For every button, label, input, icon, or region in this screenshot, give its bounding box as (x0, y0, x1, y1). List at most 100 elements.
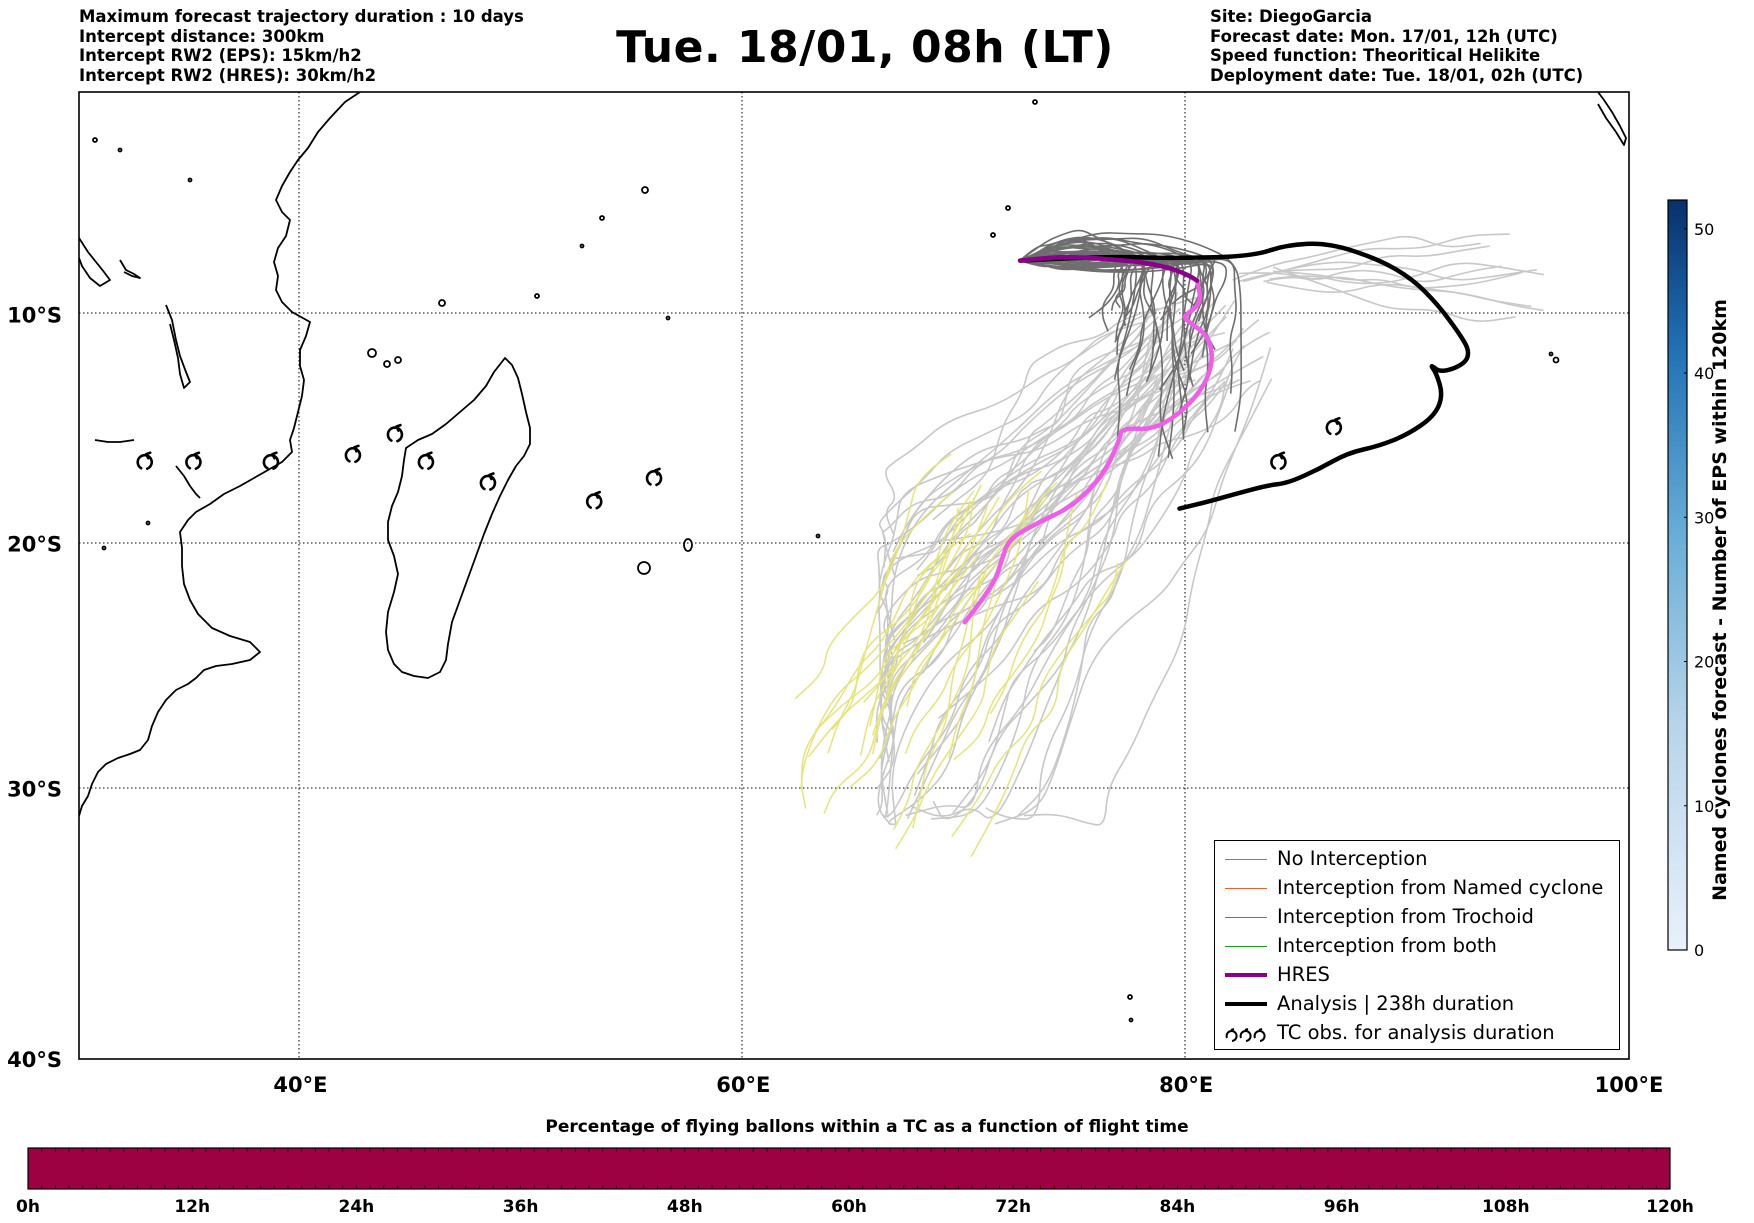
page-title: Tue. 18/01, 08h (LT) (616, 22, 1114, 73)
colorbar-tick-label: 40 (1694, 364, 1714, 383)
legend-label: Analysis | 238h duration (1277, 992, 1515, 1015)
map-grid (79, 92, 1629, 1059)
cyclone-symbol-icon (1270, 451, 1287, 471)
cyclone-symbol-icon (136, 451, 154, 471)
header-right-info: Site: DiegoGarcia Forecast date: Mon. 17… (1210, 7, 1583, 85)
eps-trajectory-light (880, 307, 1160, 815)
time-tick-label: 120h (1646, 1197, 1694, 1217)
cyclone-symbol-icon (344, 444, 362, 464)
colorbar-tick-label: 20 (1694, 653, 1714, 672)
eps-trajectory-late (807, 500, 972, 758)
time-tick-label: 12h (174, 1197, 210, 1217)
eps-trajectory-late (906, 481, 1058, 707)
cyclone-symbol-icon (585, 490, 603, 510)
eps-trajectory-late (801, 552, 950, 809)
eps-trajectory-light (1237, 245, 1490, 283)
lon-tick-label: 40°E (273, 1073, 327, 1097)
legend-item-named-cyclone: Interception from Named cyclone (1215, 874, 1619, 903)
forecast-date-text: Forecast date: Mon. 17/01, 12h (UTC) (1210, 26, 1558, 46)
eps-trajectory-light (883, 300, 1236, 819)
colorbar-tick-label: 50 (1694, 220, 1714, 239)
eps-trajectory-light (994, 347, 1272, 825)
time-tick-label: 48h (667, 1197, 703, 1217)
speed-function-text: Speed function: Theoritical Helikite (1210, 46, 1541, 65)
legend-label: No Interception (1277, 847, 1428, 870)
legend-item-both: Interception from both (1215, 932, 1619, 961)
legend-item-tc-obs: TC obs. for analysis duration (1215, 1019, 1619, 1048)
coastlines (79, 92, 1627, 1023)
eps-trajectory-dark (1019, 232, 1243, 432)
eps-trajectory-light (937, 378, 1229, 720)
eps-trajectory-light (885, 339, 1238, 703)
legend-swatch (1225, 859, 1267, 860)
legend-swatch (1225, 888, 1267, 889)
deployment-date-text: Deployment date: Tue. 18/01, 02h (UTC) (1210, 65, 1584, 85)
legend: No Interception Interception from Named … (1214, 840, 1620, 1050)
eps-trajectory-light (1016, 374, 1204, 817)
eps-trajectory-late (948, 496, 1048, 759)
lat-tick-label: 30°S (7, 777, 62, 801)
cyclone-symbol-icon (1325, 416, 1343, 436)
legend-swatch (1225, 973, 1267, 977)
eps-trajectory-late (872, 508, 959, 755)
lat-tick-label: 10°S (7, 303, 62, 327)
eps-trajectory-light (1269, 262, 1545, 285)
colorbar-tick-label: 0 (1694, 941, 1704, 960)
eps-trajectory-light (916, 301, 1153, 577)
eps-trajectory-light (922, 313, 1199, 644)
right-colorbar-ticks: 0 10 20 30 40 50 (1684, 220, 1714, 960)
eps-trajectory-late (953, 492, 1078, 761)
site-text: Site: DiegoGarcia (1210, 7, 1373, 26)
eps-trajectory-late (871, 470, 1043, 736)
cyclone-symbol-icon (479, 472, 497, 491)
madagascar-coastline (385, 357, 531, 679)
cyclone-symbol-icon (645, 467, 663, 487)
colorbar-tick-label: 10 (1694, 797, 1714, 816)
lat-tick-label: 40°S (7, 1048, 62, 1072)
time-tick-label: 0h (16, 1197, 40, 1217)
time-tick-label: 36h (503, 1197, 539, 1217)
eps-trajectory-late (951, 562, 1119, 838)
eps-trajectory-late (989, 481, 1108, 715)
right-colorbar (1667, 199, 1688, 951)
bottom-colorbar-ticks: 0h 12h 24h 36h 48h 60h 72h 84h 96h 108h 120h (16, 1148, 1694, 1217)
africa-coastline (79, 92, 361, 817)
cyclone-symbol-icon (417, 451, 435, 471)
eps-trajectory-light (876, 343, 1143, 790)
header-left-info: Maximum forecast trajectory duration : 1… (79, 7, 524, 85)
legend-swatch (1225, 946, 1267, 947)
time-tick-label: 96h (1324, 1197, 1360, 1217)
eps-trajectory-light (905, 345, 1189, 817)
legend-label: Interception from Trochoid (1277, 905, 1534, 928)
cyclone-symbol-icon (262, 451, 280, 471)
eps-trajectory-late (904, 489, 1030, 755)
eps-trajectory-light (877, 338, 1148, 590)
eps-trajectory-late (849, 538, 1019, 788)
eps-trajectory-light (878, 320, 1148, 576)
map-border (78, 91, 1630, 1060)
eps-trajectory-late (814, 504, 989, 731)
eps-trajectory-light (1232, 235, 1481, 281)
eps-trajectory-light (881, 348, 1234, 697)
eps-trajectory-light (932, 327, 1209, 820)
hres-track-late (962, 278, 1214, 625)
lon-tick-label: 100°E (1595, 1073, 1664, 1097)
axis-tick-labels: 40°E 60°E 80°E 100°E 10°S 20°S 30°S 40°S (7, 303, 1663, 1097)
eps-trajectory-light (1273, 270, 1522, 289)
eps-trajectory-light (885, 297, 1197, 536)
eps-trajectory-late (894, 580, 1039, 850)
eps-no-interception-light (875, 233, 1545, 826)
hres-track-early (1017, 254, 1200, 283)
eps-late-trajectories (794, 453, 1128, 858)
eps-trajectory-light (1263, 276, 1516, 322)
eps-trajectory-late (827, 491, 954, 754)
eps-trajectory-late (893, 582, 983, 830)
bottom-colorbar-title: Percentage of flying ballons within a TC… (545, 1117, 1189, 1137)
cyclone-symbol-icon (386, 423, 404, 443)
legend-item-trochoid: Interception from Trochoid (1215, 903, 1619, 932)
time-tick-label: 24h (339, 1197, 375, 1217)
eps-trajectory-light (1242, 233, 1510, 283)
colorbar-tick-label: 30 (1694, 508, 1714, 527)
eps-trajectory-light (879, 316, 1159, 763)
